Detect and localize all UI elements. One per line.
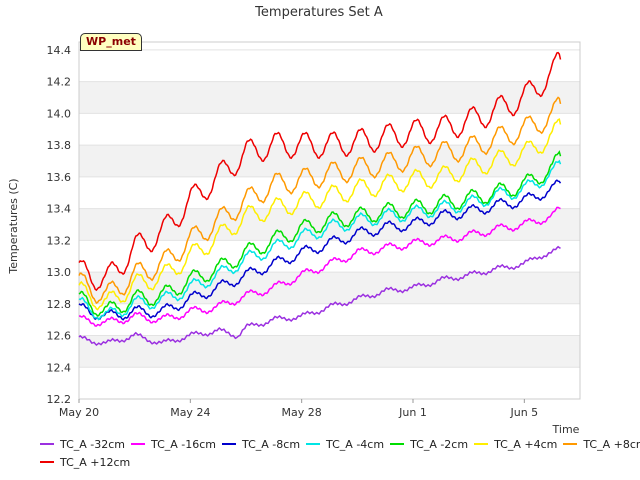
y-tick-label: 14.2 bbox=[47, 76, 72, 89]
y-axis-label: Temperatures (C) bbox=[7, 178, 20, 274]
legend-swatch bbox=[40, 443, 54, 445]
site-badge: WP_met bbox=[80, 33, 142, 51]
y-tick-label: 13.6 bbox=[47, 171, 72, 184]
legend-swatch bbox=[474, 443, 489, 445]
legend-swatch bbox=[306, 443, 321, 445]
background-band bbox=[79, 208, 580, 241]
y-tick-label: 13.8 bbox=[47, 139, 72, 152]
series-line-tc-a-2cm bbox=[78, 150, 562, 317]
x-tick-label: May 28 bbox=[282, 406, 322, 419]
chart-background-bands bbox=[79, 81, 580, 368]
y-tick-label: 12.6 bbox=[47, 330, 72, 343]
legend-swatch bbox=[563, 443, 578, 445]
background-band bbox=[79, 145, 580, 177]
series-line-tc-a-4cm bbox=[78, 159, 562, 321]
legend-label: TC_A -4cm bbox=[326, 437, 385, 451]
chart-title: Temperatures Set A bbox=[254, 5, 383, 20]
y-tick-label: 12.4 bbox=[47, 361, 72, 374]
y-tick-label: 14.0 bbox=[47, 107, 72, 120]
legend-item: TC_A +8cm bbox=[563, 438, 640, 451]
plot-frame bbox=[78, 41, 581, 400]
legend-label: TC_A -16cm bbox=[151, 437, 217, 451]
legend-item: TC_A -8cm bbox=[222, 438, 300, 451]
series-line-tc-a-32cm bbox=[78, 245, 561, 346]
background-band bbox=[79, 335, 580, 368]
legend-label: TC_A +12cm bbox=[60, 455, 131, 469]
legend: TC_A -32cm TC_A -16cm TC_A -8cm TC_A -4cm TC… bbox=[40, 436, 640, 472]
x-axis-ticks: May 20 May 24 May 28 Jun 1 Jun 5 bbox=[59, 399, 538, 419]
background-band bbox=[79, 272, 580, 304]
y-tick-label: 14.4 bbox=[47, 44, 72, 57]
x-tick-label: May 20 bbox=[59, 406, 99, 419]
legend-item: TC_A -32cm bbox=[40, 438, 125, 451]
legend-row: TC_A -32cm TC_A -16cm TC_A -8cm TC_A -4cm TC… bbox=[40, 436, 640, 452]
legend-label: TC_A +4cm bbox=[494, 437, 558, 451]
x-tick-label: Jun 1 bbox=[398, 406, 427, 419]
legend-row: TC_A +12cm bbox=[40, 454, 630, 470]
series-line-tc-a-4cm bbox=[78, 118, 562, 311]
legend-label: TC_A -2cm bbox=[410, 437, 469, 451]
chart-grid bbox=[79, 49, 580, 400]
y-tick-label: 13.4 bbox=[47, 203, 72, 216]
legend-label: TC_A -32cm bbox=[60, 437, 126, 451]
series-line-tc-a-8cm bbox=[78, 96, 562, 304]
legend-label: TC_A -8cm bbox=[242, 437, 301, 451]
legend-item: TC_A -16cm bbox=[131, 438, 216, 451]
y-tick-label: 12.2 bbox=[47, 393, 72, 406]
x-axis-label: Time bbox=[552, 423, 580, 436]
legend-swatch bbox=[131, 443, 146, 445]
legend-swatch bbox=[40, 461, 54, 463]
series-line-tc-a-8cm bbox=[78, 179, 562, 321]
legend-item: TC_A +4cm bbox=[474, 438, 557, 451]
y-tick-label: 12.8 bbox=[47, 298, 72, 311]
legend-item: TC_A -4cm bbox=[306, 438, 384, 451]
series-line-tc-a-16cm bbox=[78, 206, 561, 327]
series-line-tc-a-12cm bbox=[78, 51, 562, 292]
x-tick-label: Jun 5 bbox=[509, 406, 538, 419]
legend-label: TC_A +8cm bbox=[583, 437, 640, 451]
background-band bbox=[79, 81, 580, 114]
legend-item: TC_A +12cm bbox=[40, 456, 130, 469]
y-tick-label: 13.0 bbox=[47, 266, 72, 279]
y-axis-ticks: 12.2 12.4 12.6 12.8 13.0 13.2 13.4 13.6 13.8 14.0… bbox=[47, 44, 72, 406]
y-tick-label: 13.2 bbox=[47, 234, 72, 247]
series-lines bbox=[78, 51, 562, 346]
legend-item: TC_A -2cm bbox=[390, 438, 468, 451]
legend-swatch bbox=[390, 443, 405, 445]
legend-swatch bbox=[222, 443, 237, 445]
x-tick-label: May 24 bbox=[170, 406, 210, 419]
